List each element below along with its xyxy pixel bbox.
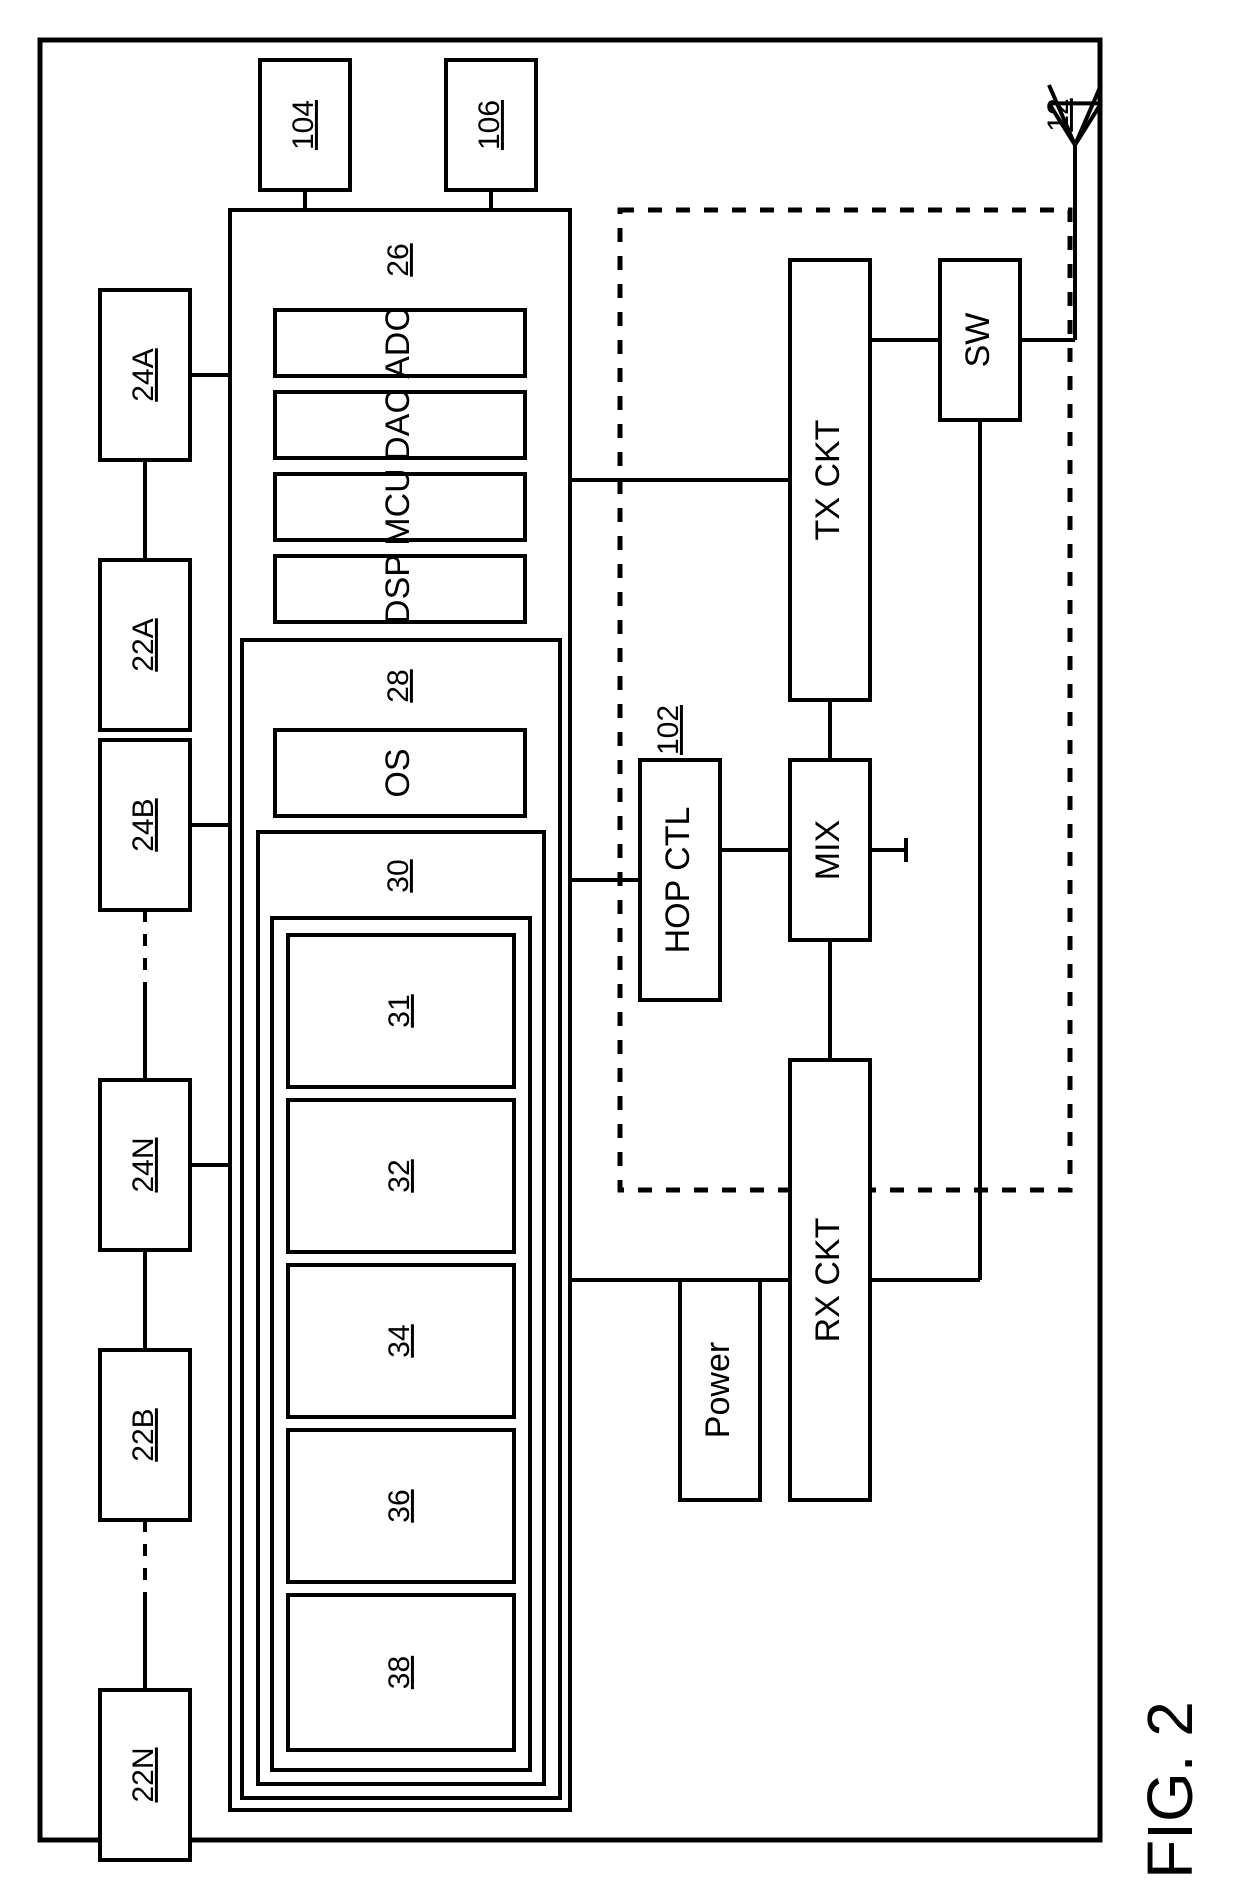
svg-text:28: 28 — [382, 669, 415, 702]
svg-text:Power: Power — [699, 1342, 737, 1438]
svg-text:22B: 22B — [127, 1408, 160, 1461]
svg-text:38: 38 — [383, 1656, 416, 1689]
svg-text:24A: 24A — [127, 348, 160, 401]
svg-text:OS: OS — [379, 748, 417, 797]
svg-text:31: 31 — [383, 994, 416, 1027]
svg-text:34: 34 — [383, 1324, 416, 1357]
svg-text:FIG. 2: FIG. 2 — [1134, 1701, 1206, 1879]
svg-text:RX CKT: RX CKT — [809, 1218, 847, 1343]
svg-text:22N: 22N — [127, 1747, 160, 1802]
svg-text:TX CKT: TX CKT — [809, 420, 847, 541]
svg-text:DSP: DSP — [379, 554, 417, 624]
svg-text:106: 106 — [473, 100, 506, 150]
svg-text:SW: SW — [959, 313, 997, 368]
svg-text:MCU: MCU — [379, 468, 417, 545]
svg-text:HOP CTL: HOP CTL — [659, 807, 697, 954]
svg-text:36: 36 — [383, 1489, 416, 1522]
svg-text:32: 32 — [383, 1159, 416, 1192]
svg-text:24N: 24N — [127, 1137, 160, 1192]
svg-text:24B: 24B — [127, 798, 160, 851]
svg-text:DAC: DAC — [379, 389, 417, 461]
svg-text:MIX: MIX — [809, 820, 847, 880]
svg-text:102: 102 — [652, 705, 685, 755]
svg-text:22A: 22A — [127, 618, 160, 671]
block-diagram: 1210410624A24B24N22A22B22N26ADCDACMCUDSP… — [0, 0, 1240, 1882]
svg-text:104: 104 — [287, 100, 320, 150]
svg-text:26: 26 — [382, 243, 415, 276]
svg-text:ADC: ADC — [379, 307, 417, 379]
svg-text:30: 30 — [382, 859, 415, 892]
